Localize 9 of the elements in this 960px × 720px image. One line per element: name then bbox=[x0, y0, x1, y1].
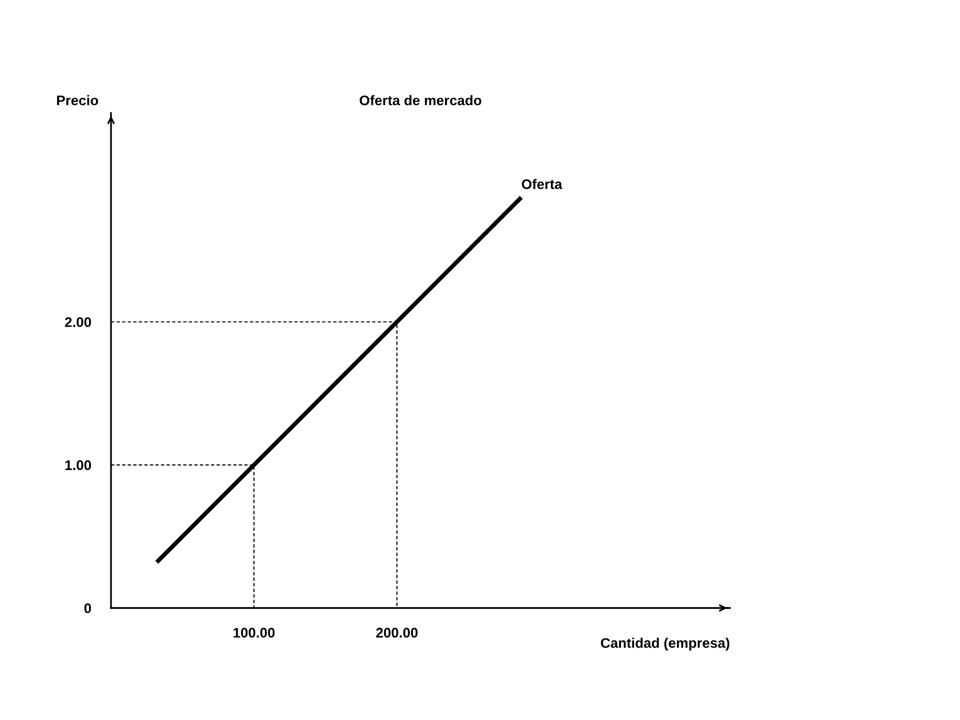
y-tick-label: 2.00 bbox=[65, 317, 91, 328]
x-axis-title: Cantidad (empresa) bbox=[600, 638, 730, 651]
y-axis-title: Precio bbox=[57, 95, 98, 106]
x-tick-label: 200.00 bbox=[376, 628, 418, 638]
x-tick-label: 100.00 bbox=[234, 628, 275, 638]
y-tick-label: 1.00 bbox=[65, 460, 91, 470]
chart-title: Oferta de mercado bbox=[360, 95, 482, 106]
y-tick-label: 0 bbox=[84, 603, 91, 614]
series-label: Oferta bbox=[522, 178, 562, 190]
